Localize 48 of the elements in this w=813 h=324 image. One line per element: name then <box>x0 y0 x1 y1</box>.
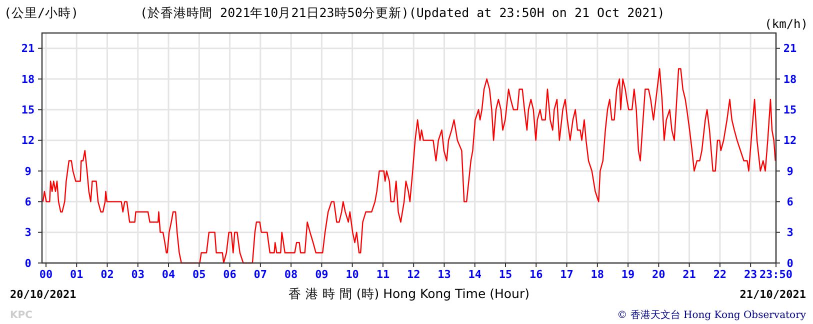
y2-tick-label: 15 <box>783 104 797 117</box>
x-tick-label: 00 <box>39 268 53 281</box>
x-tick-label: 02 <box>100 268 114 281</box>
chart-title: (於香港時間 2021年10月21日23時50分更新)(Updated at 23:50H on 21 Oct 2021) <box>140 5 665 20</box>
x-tick-label: 05 <box>192 268 206 281</box>
text: © 香港天文台 Hong Kong Observatory <box>617 309 806 321</box>
x-tick-label: 12 <box>406 268 420 281</box>
x-tick-label: 09 <box>315 268 328 281</box>
x-tick-label: 21 <box>682 268 696 281</box>
x-tick-label: 04 <box>162 268 176 281</box>
y2-tick-label: 3 <box>786 226 794 240</box>
x-tick-label: 06 <box>223 268 237 281</box>
x-axis-title: 香 港 時 間 (時) Hong Kong Time (Hour) <box>288 286 530 301</box>
y2-axis-title: (km/h) <box>764 17 808 31</box>
y-tick-label: 6 <box>24 196 32 209</box>
y2-tick-label: 12 <box>783 134 797 148</box>
x-tick-label: 23:50 <box>759 268 793 281</box>
y-tick-label: 0 <box>24 256 32 270</box>
x-tick-label: 23 <box>744 268 758 281</box>
y-tick-label: 21 <box>21 42 35 56</box>
y-tick-label: 9 <box>24 164 32 178</box>
x-tick-label: 22 <box>713 268 727 281</box>
x-tick-label: 18 <box>590 268 604 281</box>
text: 21/10/2021 <box>740 288 806 301</box>
x-tick-label: 19 <box>621 268 635 281</box>
x-tick-label: 11 <box>376 268 390 281</box>
x-tick-label: 13 <box>438 268 451 281</box>
y2-tick-label: 6 <box>786 196 794 209</box>
x-tick-label: 07 <box>254 268 268 281</box>
text: 20/10/2021 <box>10 288 77 301</box>
x-tick-label: 10 <box>346 268 359 281</box>
y-tick-label: 12 <box>21 134 35 148</box>
y2-tick-label: 0 <box>786 256 794 270</box>
x-tick-label: 17 <box>560 268 574 281</box>
x-tick-label: 01 <box>70 268 84 281</box>
x-tick-label: 03 <box>131 268 145 281</box>
y2-tick-label: 21 <box>783 42 797 56</box>
x-tick-label: 14 <box>468 268 482 281</box>
y2-tick-label: 9 <box>786 164 794 178</box>
y-tick-label: 15 <box>21 104 35 117</box>
y-tick-label: 18 <box>21 72 35 86</box>
x-tick-label: 16 <box>530 268 544 281</box>
y2-tick-label: 18 <box>783 72 797 86</box>
x-tick-label: 08 <box>284 268 298 281</box>
y-axis-title: (公里/小時) <box>4 5 79 20</box>
x-tick-label: 15 <box>498 268 512 281</box>
y-tick-label: 3 <box>24 226 32 240</box>
x-tick-label: 20 <box>652 268 666 281</box>
